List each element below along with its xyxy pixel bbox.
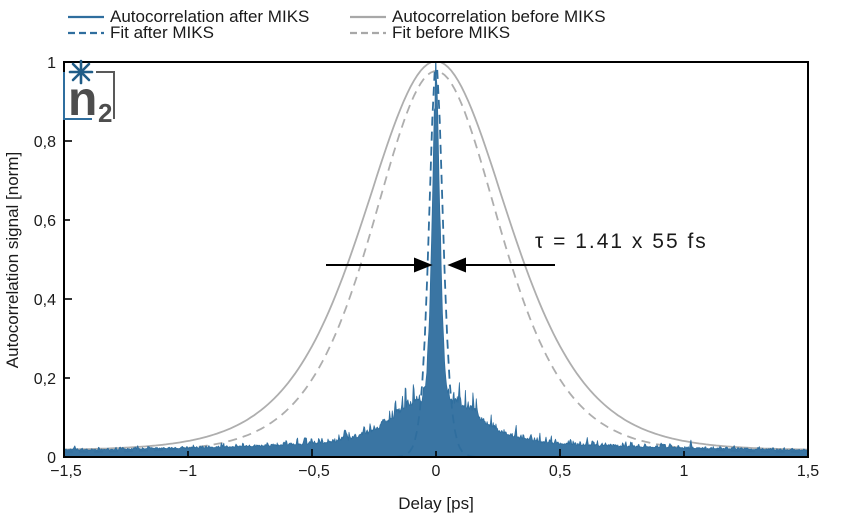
svg-text:0,8: 0,8: [34, 134, 56, 151]
svg-text:1: 1: [680, 463, 689, 480]
svg-text:0,2: 0,2: [34, 371, 56, 388]
svg-text:1,5: 1,5: [797, 463, 819, 480]
svg-text:Autocorrelation signal [norm]: Autocorrelation signal [norm]: [3, 152, 22, 368]
svg-text:Fit before MIKS: Fit before MIKS: [392, 23, 510, 42]
svg-text:−1: −1: [179, 463, 197, 480]
svg-text:n: n: [68, 73, 97, 126]
svg-text:0,6: 0,6: [34, 213, 56, 230]
svg-text:0: 0: [432, 463, 441, 480]
svg-text:0,5: 0,5: [549, 463, 571, 480]
svg-text:0: 0: [47, 450, 56, 467]
svg-text:1: 1: [47, 55, 56, 72]
svg-text:2: 2: [98, 98, 112, 128]
svg-text:−0,5: −0,5: [298, 463, 330, 480]
svg-text:Delay [ps]: Delay [ps]: [398, 494, 474, 513]
svg-text:0,4: 0,4: [34, 292, 56, 309]
svg-text:Fit after MIKS: Fit after MIKS: [110, 23, 214, 42]
svg-text:τ = 1.41 x 55 fs: τ = 1.41 x 55 fs: [535, 230, 708, 253]
